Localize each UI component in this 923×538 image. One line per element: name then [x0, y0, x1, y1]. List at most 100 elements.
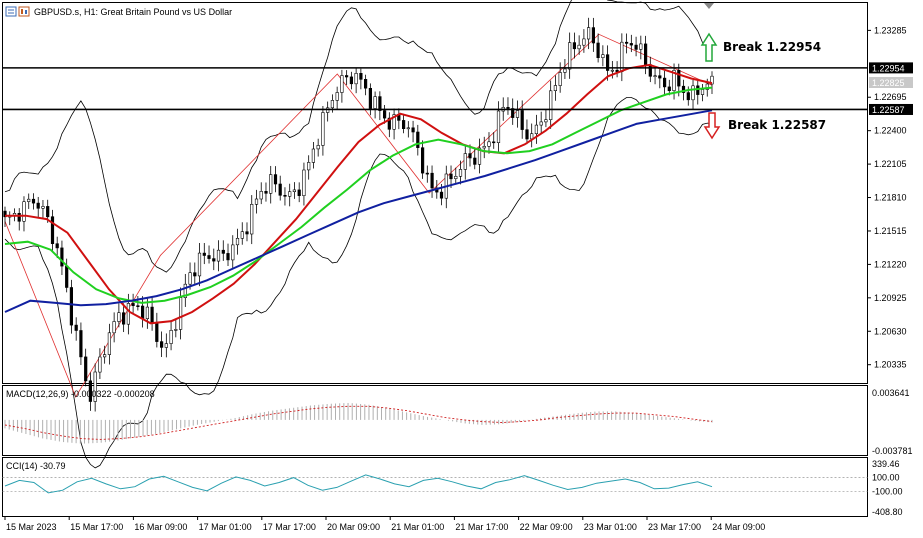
candle-body[interactable] — [98, 356, 102, 373]
candle-body[interactable] — [705, 83, 709, 90]
candle-body[interactable] — [577, 44, 581, 50]
candle-body[interactable] — [454, 176, 458, 180]
candle-body[interactable] — [136, 305, 140, 308]
candle-body[interactable] — [458, 169, 463, 177]
candle-body[interactable] — [468, 153, 472, 159]
macd-panel[interactable] — [2, 385, 868, 456]
candle-body[interactable] — [496, 110, 501, 144]
candle-body[interactable] — [117, 312, 121, 322]
candle-body[interactable] — [582, 38, 586, 46]
candle-body[interactable] — [330, 100, 335, 109]
candle-body[interactable] — [126, 303, 130, 325]
candle-body[interactable] — [207, 255, 211, 259]
candle-body[interactable] — [197, 252, 202, 277]
candle-body[interactable] — [667, 86, 671, 92]
candle-body[interactable] — [93, 371, 97, 402]
candle-body[interactable] — [643, 43, 648, 65]
candle-body[interactable] — [3, 210, 7, 218]
candle-body[interactable] — [639, 43, 643, 50]
candle-body[interactable] — [515, 110, 520, 118]
candle-body[interactable] — [60, 247, 64, 267]
candle-body[interactable] — [492, 141, 496, 144]
candle-body[interactable] — [254, 198, 259, 205]
candle-body[interactable] — [605, 54, 610, 71]
candle-body[interactable] — [311, 148, 316, 163]
candle-body[interactable] — [216, 249, 221, 262]
candle-body[interactable] — [283, 195, 287, 197]
candle-body[interactable] — [601, 54, 605, 59]
candles-icon[interactable] — [18, 6, 30, 17]
candle-body[interactable] — [634, 44, 638, 50]
candle-body[interactable] — [511, 108, 515, 118]
candle-body[interactable] — [568, 42, 572, 70]
candle-body[interactable] — [534, 124, 538, 134]
candle-body[interactable] — [572, 42, 576, 50]
candle-body[interactable] — [179, 297, 183, 330]
candle-body[interactable] — [112, 321, 116, 334]
candle-body[interactable] — [401, 120, 406, 130]
candle-body[interactable] — [302, 169, 306, 197]
candle-body[interactable] — [672, 70, 676, 92]
candle-body[interactable] — [259, 191, 263, 200]
candle-body[interactable] — [288, 191, 292, 197]
candle-body[interactable] — [245, 231, 249, 235]
candle-body[interactable] — [145, 306, 150, 320]
candle-body[interactable] — [373, 96, 377, 109]
candle-body[interactable] — [482, 146, 486, 149]
candle-body[interactable] — [681, 85, 686, 93]
candle-body[interactable] — [558, 72, 562, 86]
candle-body[interactable] — [235, 238, 240, 246]
candle-body[interactable] — [193, 272, 197, 277]
price-panel[interactable] — [2, 2, 868, 384]
candle-body[interactable] — [41, 206, 45, 209]
candle-body[interactable] — [36, 202, 40, 209]
candle-body[interactable] — [250, 204, 254, 235]
candle-body[interactable] — [122, 312, 126, 325]
candle-body[interactable] — [392, 114, 396, 130]
candle-body[interactable] — [155, 322, 159, 342]
candle-body[interactable] — [420, 147, 425, 174]
candle-body[interactable] — [316, 145, 320, 150]
candle-body[interactable] — [88, 380, 92, 402]
candle-body[interactable] — [662, 77, 667, 88]
candle-body[interactable] — [449, 173, 453, 180]
candle-body[interactable] — [188, 272, 192, 285]
candle-body[interactable] — [79, 330, 83, 358]
candle-body[interactable] — [696, 85, 700, 95]
candle-body[interactable] — [539, 121, 543, 126]
candle-body[interactable] — [22, 201, 26, 222]
candle-body[interactable] — [363, 79, 368, 89]
candle-body[interactable] — [439, 191, 444, 199]
candle-body[interactable] — [416, 131, 420, 148]
cci-panel[interactable] — [2, 457, 868, 517]
candle-body[interactable] — [74, 324, 78, 331]
candle-body[interactable] — [411, 127, 415, 133]
candle-body[interactable] — [212, 258, 216, 262]
candle-body[interactable] — [103, 354, 107, 358]
candle-body[interactable] — [691, 85, 695, 101]
candle-body[interactable] — [653, 75, 657, 77]
candle-body[interactable] — [292, 189, 297, 192]
candle-body[interactable] — [596, 42, 600, 58]
candle-body[interactable] — [183, 283, 187, 299]
chart-window-icon[interactable] — [5, 6, 17, 17]
shift-marker-icon[interactable] — [704, 3, 714, 9]
candle-body[interactable] — [487, 141, 491, 147]
candle-body[interactable] — [202, 252, 206, 256]
candle-body[interactable] — [278, 183, 282, 196]
candle-body[interactable] — [297, 189, 301, 196]
candle-body[interactable] — [677, 70, 681, 87]
candle-body[interactable] — [221, 249, 225, 254]
candle-body[interactable] — [544, 119, 548, 123]
candle-body[interactable] — [520, 110, 524, 130]
candle-body[interactable] — [406, 127, 410, 130]
candle-body[interactable] — [340, 75, 344, 93]
candle-body[interactable] — [382, 110, 387, 119]
candle-body[interactable] — [586, 27, 591, 40]
candle-body[interactable] — [686, 92, 690, 101]
candle-body[interactable] — [387, 117, 391, 130]
candle-body[interactable] — [160, 341, 164, 348]
candle-body[interactable] — [69, 287, 73, 326]
candle-body[interactable] — [425, 172, 429, 175]
